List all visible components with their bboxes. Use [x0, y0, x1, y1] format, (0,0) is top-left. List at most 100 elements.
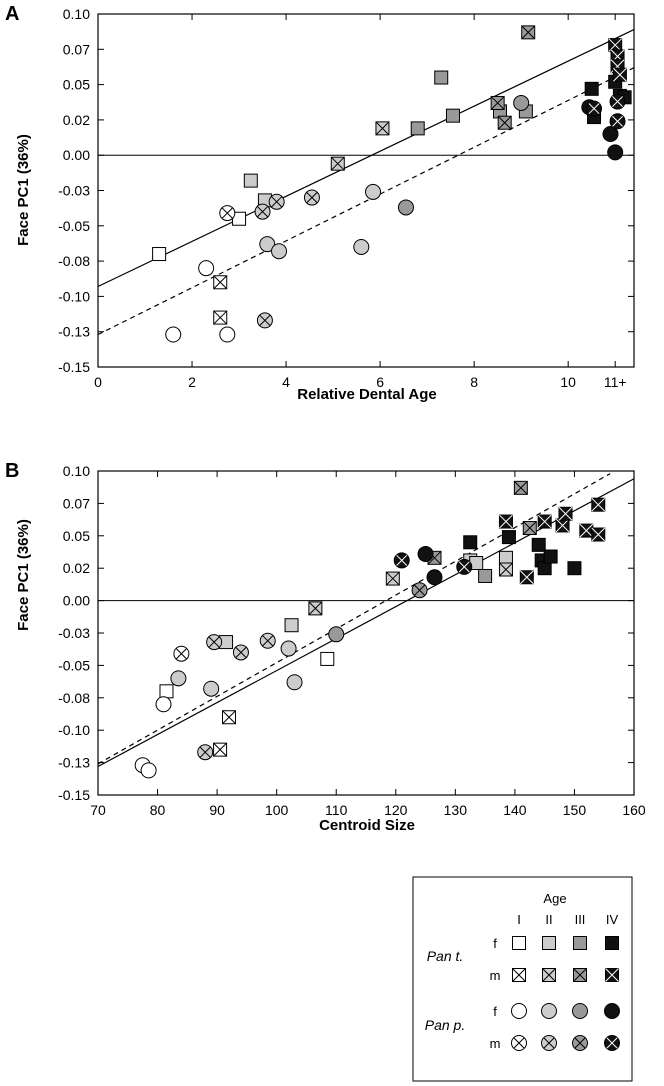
panel-b-data-point-cross	[499, 514, 513, 529]
panel-b-data-point-cross	[199, 746, 211, 758]
panel-a-x-tick-label: 0	[94, 374, 102, 390]
panel-b-data-point-cross	[208, 636, 220, 648]
legend-marker	[542, 936, 556, 950]
panel-b-data-point	[498, 562, 513, 577]
panel-b-data-point-shape	[159, 684, 174, 699]
legend-marker	[511, 1003, 527, 1019]
panel-a-y-tick-label: 0.10	[63, 6, 90, 22]
panel-b-x-tick-label: 160	[622, 802, 646, 818]
legend-marker	[605, 936, 619, 950]
panel-a-data-point	[268, 193, 285, 210]
panel-b-data-point	[478, 568, 493, 583]
legend-marker-cross	[542, 968, 556, 982]
panel-a-data-point	[609, 113, 626, 130]
panel-a-data-point-shape	[353, 238, 370, 255]
panel-a-data-point-cross	[497, 115, 512, 130]
legend-marker-cross	[574, 1037, 586, 1049]
panel-a-data-point	[607, 144, 624, 161]
legend-title: Age	[543, 891, 566, 906]
panel-a-data-point-shape	[445, 108, 460, 123]
panel-b-y-tick-label: 0.10	[63, 463, 90, 479]
panel-a-data-point-cross	[490, 96, 505, 110]
panel-b-data-point-cross	[513, 480, 528, 495]
legend-age-label: III	[575, 912, 586, 927]
panel-b-x-tick-label: 130	[444, 802, 468, 818]
legend-marker-cross	[512, 968, 526, 982]
panel-a-data-point	[586, 100, 603, 117]
panel-a-data-point-shape	[259, 236, 276, 253]
panel-a-data-point	[397, 199, 414, 216]
panel-b-data-point-cross	[555, 518, 570, 533]
panel-b-data-point	[411, 582, 428, 599]
panel-b-data-point-cross	[222, 710, 236, 725]
panel-a-data-point	[521, 25, 536, 40]
panel-b-data-point	[417, 545, 434, 562]
panel-b-data-point	[259, 632, 276, 649]
panel-a-data-point-cross	[612, 115, 623, 127]
legend-marker-shape	[512, 936, 526, 950]
panel-b-data-point	[159, 684, 174, 699]
panel-a-y-tick-label: -0.15	[58, 359, 90, 375]
legend-sex-label: m	[490, 1036, 501, 1051]
panel-b-data-point	[543, 549, 558, 564]
panel-b-data-point-cross	[414, 584, 426, 596]
panel-a-data-point	[165, 326, 182, 343]
panel-b-data-point	[393, 552, 410, 569]
panel-a-data-point	[303, 189, 320, 206]
panel-a-data-point-cross	[588, 103, 600, 115]
panel-b-data-point-shape	[155, 696, 172, 713]
panel-a-data-point-cross	[375, 121, 390, 136]
panel-a-data-point-shape	[602, 126, 619, 143]
panel-b-data-point	[286, 674, 303, 691]
panel-a-data-point	[330, 156, 345, 171]
panel-letter-a: A	[5, 3, 19, 25]
panel-b-y-tick-label: 0.02	[63, 560, 90, 576]
panel-b-data-point-shape	[284, 618, 299, 633]
legend-marker	[573, 936, 587, 950]
panel-a-data-point	[219, 326, 236, 343]
panel-a-x-tick-label: 4	[282, 374, 290, 390]
panel-a-data-point-cross	[521, 25, 536, 40]
panel-b-data-point-shape	[478, 568, 493, 583]
legend-marker	[605, 968, 619, 982]
panel-b-x-tick-label: 120	[384, 802, 408, 818]
panel-b-x-tick-label: 110	[325, 802, 348, 818]
panel-a-data-point	[410, 121, 425, 136]
panel-b-data-point-shape	[320, 651, 335, 666]
panel-b-y-tick-label: -0.10	[58, 722, 90, 738]
panel-b-data-point-cross	[522, 521, 537, 535]
legend-marker-cross	[573, 968, 587, 982]
panel-b-data-point	[519, 570, 534, 585]
panel-a-x-tick-label: 6	[376, 374, 384, 390]
panel-b-y-tick-label: 0.00	[63, 593, 90, 609]
panel-b-data-point-cross	[458, 561, 470, 573]
legend-sex-label: f	[493, 1004, 497, 1019]
panel-a-y-tick-label: -0.08	[58, 253, 90, 269]
panel-b-data-point-cross	[499, 562, 513, 577]
panel-a-data-point-cross	[306, 192, 318, 204]
panel-a-data-point-shape	[198, 260, 215, 277]
panel-b-data-point	[498, 514, 513, 529]
panel-b-data-point	[531, 537, 546, 552]
panel-b-data-point-cross	[537, 514, 552, 529]
panel-b-fit-line-solid	[97, 478, 635, 768]
panel-a-fit-line-solid	[97, 28, 635, 288]
panel-a-ylabel: Face PC1 (36%)	[15, 134, 32, 246]
panel-b-data-point	[579, 523, 594, 538]
panel-b-data-point-cross	[591, 527, 606, 542]
panel-b-y-tick-label: -0.05	[58, 657, 90, 673]
panel-a-y-tick-label: 0.02	[63, 112, 90, 128]
legend-marker-shape	[572, 1003, 588, 1019]
panel-a-data-point-shape	[165, 326, 182, 343]
panel-a-data-point	[609, 93, 626, 110]
legend-marker	[512, 968, 526, 982]
panel-b-data-point-cross	[235, 646, 247, 658]
panel-b-data-point	[426, 569, 443, 586]
panel-a-data-point	[602, 126, 619, 143]
panel-a-data-point	[375, 121, 390, 136]
panel-a-data-point-shape	[584, 81, 599, 96]
panel-b-data-point	[155, 696, 172, 713]
legend-marker-shape	[541, 1003, 557, 1019]
panel-a-x-tick-label: 8	[470, 374, 478, 390]
